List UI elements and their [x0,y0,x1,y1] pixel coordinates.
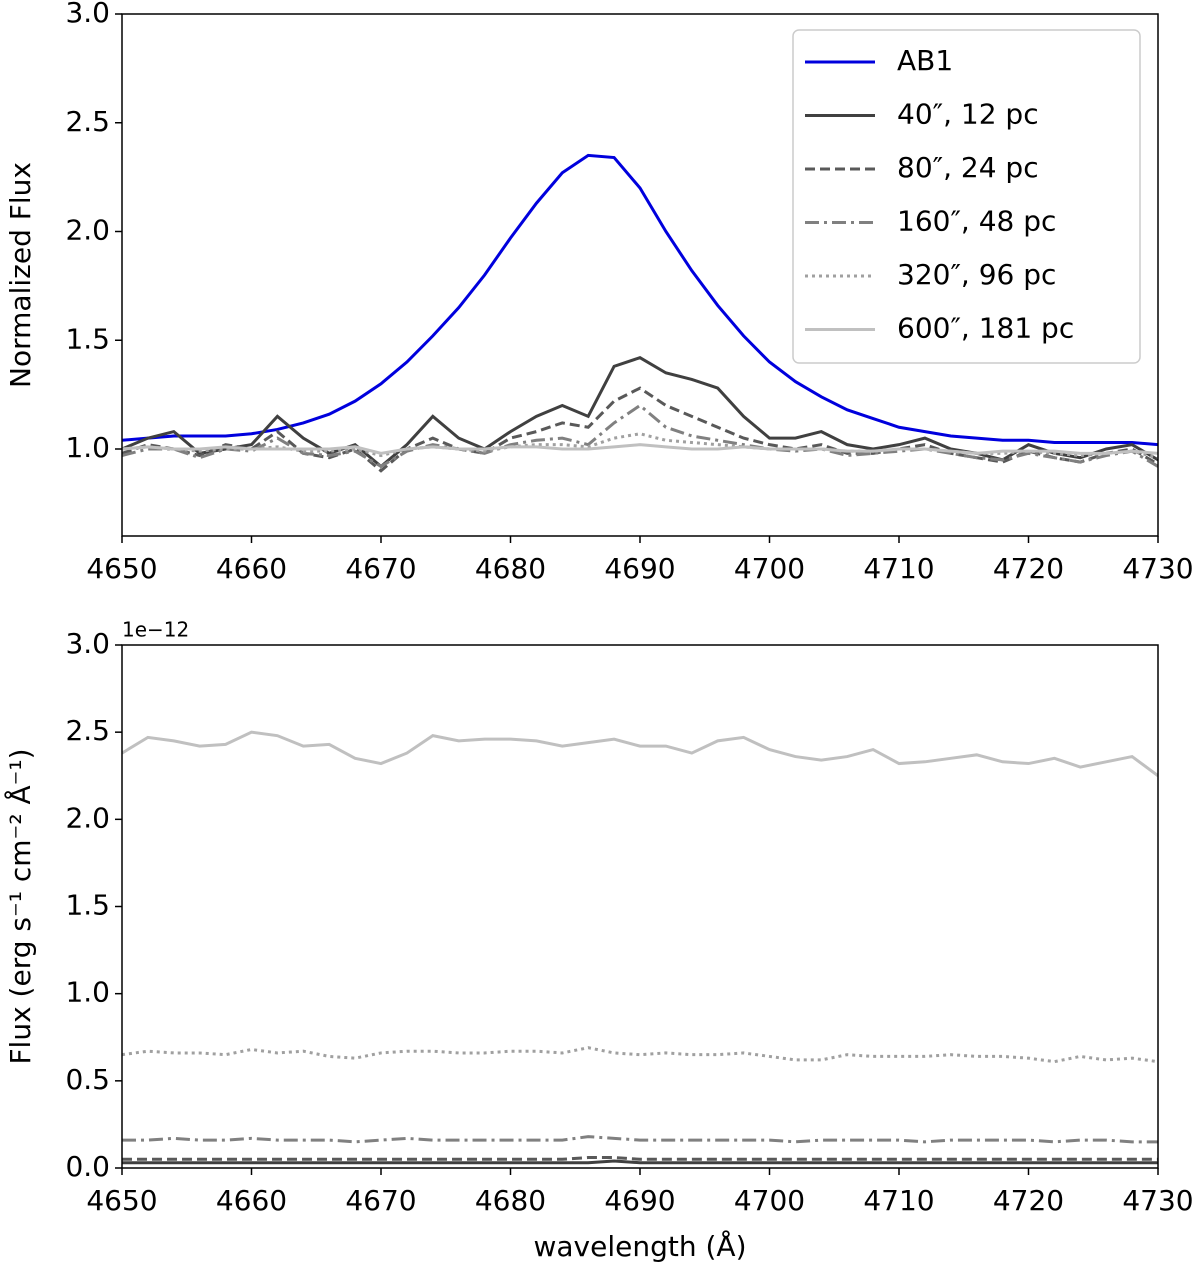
series-line [122,153,1158,447]
y-axis-label: Flux (erg s⁻¹ cm⁻² Å⁻¹) [3,748,37,1064]
series-line [122,1046,1158,1064]
y-tick-label: 2.0 [65,214,110,247]
x-tick-label: 4700 [734,552,805,585]
legend-label: 80″, 24 pc [897,151,1039,184]
y-tick-label: 1.0 [65,976,110,1009]
series-line [122,356,1158,469]
y-tick-label: 1.5 [65,889,110,922]
x-tick-label: 4650 [86,552,157,585]
legend-label: 40″, 12 pc [897,98,1039,131]
y-tick-label: 0.5 [65,1063,110,1096]
plot-frame [121,644,1159,1169]
y-tick-label: 2.5 [65,714,110,747]
series-line [122,730,1158,777]
x-tick-label: 4690 [604,552,675,585]
x-tick-label: 4670 [345,552,416,585]
x-tick-label: 4670 [345,1184,416,1217]
y-tick-label: 1.0 [65,431,110,464]
x-tick-label: 4660 [216,552,287,585]
y-axis-label: Normalized Flux [4,162,37,388]
x-tick-label: 4700 [734,1184,805,1217]
legend-label: 160″, 48 pc [897,205,1056,238]
x-tick-label: 4650 [86,1184,157,1217]
series-line [122,1135,1158,1144]
series-line [122,443,1158,455]
y-tick-label: 3.0 [65,627,110,660]
x-tick-label: 4720 [993,1184,1064,1217]
x-tick-label: 4680 [475,552,546,585]
x-tick-label: 4730 [1122,552,1193,585]
offset-text: 1e−12 [122,618,189,642]
legend-label: 320″, 96 pc [897,258,1056,291]
x-tick-label: 4710 [863,1184,934,1217]
x-tick-label: 4720 [993,552,1064,585]
series-line [122,1159,1158,1165]
series-line [122,1156,1158,1161]
legend-label: AB1 [897,44,953,77]
y-tick-label: 3.0 [65,0,110,29]
x-axis-label: wavelength (Å) [533,1229,746,1263]
x-tick-label: 4690 [604,1184,675,1217]
y-tick-label: 1.5 [65,322,110,355]
legend-box [792,29,1141,364]
x-tick-label: 4680 [475,1184,546,1217]
y-tick-label: 2.5 [65,105,110,138]
x-tick-label: 4710 [863,552,934,585]
y-tick-label: 0.0 [65,1150,110,1183]
y-tick-label: 2.0 [65,801,110,834]
x-tick-label: 4660 [216,1184,287,1217]
plot-frame [121,13,1159,537]
legend-label: 600″, 181 pc [897,312,1074,345]
x-tick-label: 4730 [1122,1184,1193,1217]
series-line [122,386,1158,473]
